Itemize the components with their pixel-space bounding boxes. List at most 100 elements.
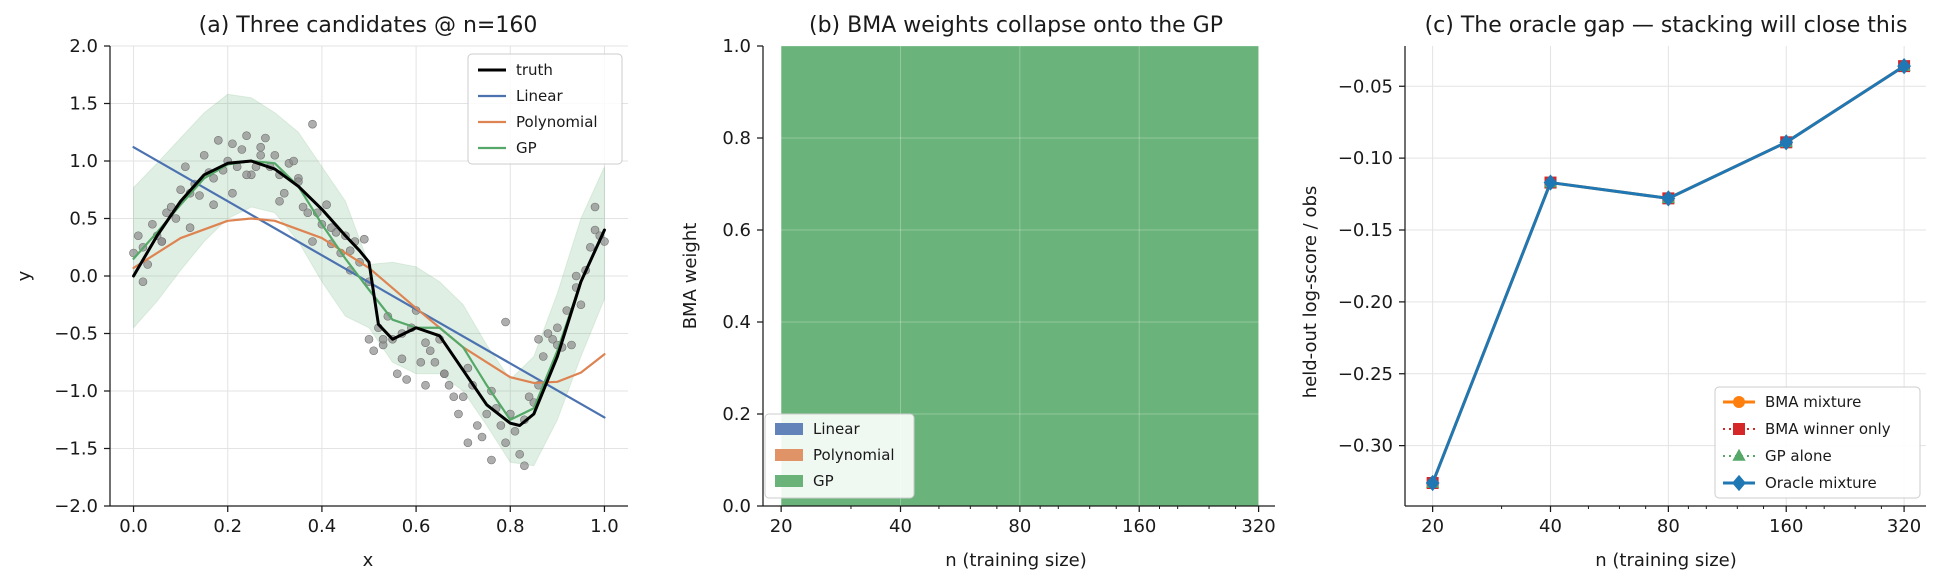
x-tick-label: 0.2	[213, 516, 242, 537]
y-tick-label: 1.0	[69, 151, 98, 172]
observation-point	[279, 188, 289, 198]
observation-point	[199, 150, 209, 160]
panel-c-oracle-gap: 20 40 80 160 320 −0.30 −0.25 −0.20 −0.15 −0.10 −0.…	[1300, 13, 1926, 571]
observation-point	[289, 156, 298, 166]
x-tick-label: 20	[770, 516, 793, 537]
legend-marker-bma-mixture	[1733, 396, 1745, 408]
observation-point	[590, 225, 600, 235]
observation-point	[162, 208, 171, 218]
panel-b-axes: 20 40 80 160 320 0.0 0.2 0.4 0.6 0.8 1.0	[722, 36, 1275, 537]
y-tick-label: −0.05	[1338, 76, 1393, 97]
observation-point	[590, 202, 600, 212]
observation-point	[298, 202, 308, 212]
observation-point	[449, 392, 459, 402]
oracle-mixture-point	[1779, 134, 1794, 151]
observation-point	[261, 133, 270, 143]
panel-c-y-axis-label: held-out log-score / obs	[1300, 186, 1321, 399]
legend-swatch-linear	[775, 423, 803, 435]
legend-label-linear: Linear	[813, 420, 860, 438]
legend-marker-gp-alone	[1732, 448, 1746, 461]
observation-point	[214, 136, 223, 145]
gp-line	[132, 159, 606, 421]
legend-label-gp-alone: GP alone	[1765, 447, 1832, 465]
observation-point	[303, 208, 313, 218]
x-tick-label: 0.0	[119, 516, 148, 537]
observation-point	[524, 392, 534, 402]
observation-point	[416, 357, 426, 367]
x-tick-label: 80	[1008, 516, 1031, 537]
y-tick-label: −0.25	[1338, 364, 1393, 385]
observation-point	[482, 409, 492, 419]
legend-label-bma-mixture: BMA mixture	[1765, 393, 1861, 411]
observation-point	[378, 334, 388, 344]
panel-a-grid	[110, 45, 628, 507]
legend-swatch-gp	[775, 475, 803, 487]
observation-point	[242, 170, 251, 180]
panel-b-x-axis-label: n (training size)	[945, 550, 1087, 571]
observation-point	[586, 242, 595, 252]
observation-point	[501, 438, 510, 448]
observation-point	[553, 323, 562, 333]
legend-marker-oracle-mixture	[1732, 474, 1746, 492]
observation-point	[176, 185, 185, 195]
y-tick-label: 0.5	[69, 209, 98, 230]
y-tick-label: 0.8	[722, 128, 751, 149]
observation-point	[209, 173, 218, 183]
observation-point	[369, 346, 379, 356]
observation-point	[576, 300, 586, 310]
observation-point	[133, 231, 143, 241]
observation-point	[538, 352, 548, 361]
y-tick-label: −0.30	[1338, 436, 1393, 457]
panel-a-x-axis-label: x	[363, 550, 374, 571]
x-tick-label: 80	[1657, 516, 1680, 537]
x-tick-label: 0.6	[402, 516, 431, 537]
observation-point	[473, 421, 482, 430]
observation-point	[397, 354, 407, 364]
y-tick-label: −0.10	[1338, 148, 1393, 169]
observation-point	[157, 237, 167, 246]
y-tick-label: 0.4	[722, 312, 751, 333]
observation-point	[548, 334, 557, 344]
x-tick-label: 1.0	[590, 516, 619, 537]
observation-point	[515, 449, 524, 459]
x-tick-label: 160	[1769, 516, 1803, 537]
panel-a-y-axis-label: y	[14, 270, 35, 281]
y-tick-label: 2.0	[69, 36, 98, 57]
oracle-mixture-point	[1661, 190, 1676, 207]
observation-point	[322, 200, 331, 209]
observation-point	[308, 119, 317, 129]
legend-label-gp: GP	[516, 139, 537, 157]
x-tick-label: 320	[1887, 516, 1921, 537]
panel-c-axes: 20 40 80 160 320 −0.30 −0.25 −0.20 −0.15 −0.10 −0.…	[1338, 46, 1926, 537]
panel-c-title: (c) The oracle gap — stacking will close…	[1425, 13, 1908, 38]
observation-point	[487, 455, 496, 465]
panel-c-x-axis-label: n (training size)	[1595, 550, 1737, 571]
observation-point	[327, 223, 336, 232]
observation-point	[256, 150, 265, 160]
observation-point	[256, 142, 265, 152]
panel-b-legend: Linear Polynomial GP	[764, 413, 915, 499]
panel-b-stacked-areas	[781, 46, 1259, 506]
panel-a-title: (a) Three candidates @ n=160	[199, 13, 538, 38]
panel-a-three-candidates: 0.0 0.2 0.4 0.6 0.8 1.0 −2.0 −1.5 −1.0 −0.5 0.0 0.5…	[14, 13, 628, 571]
x-tick-label: 40	[889, 516, 912, 537]
observation-point	[440, 369, 449, 379]
observation-point	[308, 237, 317, 246]
linear-line	[132, 146, 606, 419]
panel-a-series-lines	[132, 146, 606, 427]
truth-line	[132, 159, 606, 427]
observation-point	[242, 131, 251, 140]
x-tick-label: 0.8	[496, 516, 525, 537]
observation-point	[270, 150, 280, 160]
observation-point	[228, 188, 237, 198]
legend-label-gp: GP	[813, 472, 834, 490]
observation-point	[458, 392, 468, 402]
oracle-mixture-point	[1897, 58, 1911, 75]
observation-point	[195, 191, 204, 200]
x-tick-label: 40	[1539, 516, 1562, 537]
y-tick-label: −0.20	[1338, 292, 1393, 313]
legend-label-oracle-mixture: Oracle mixture	[1765, 474, 1877, 492]
legend-label-polynomial: Polynomial	[813, 446, 895, 464]
observation-point	[275, 196, 284, 206]
observation-point	[567, 340, 576, 350]
